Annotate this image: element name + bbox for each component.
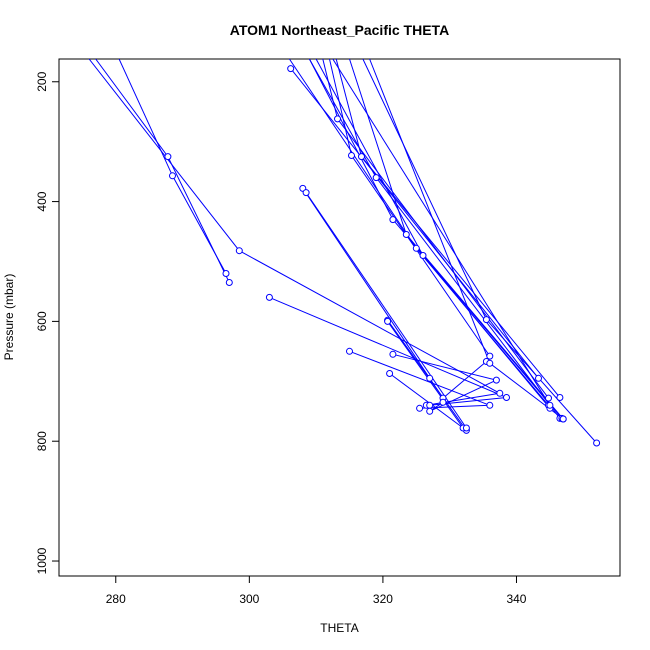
y-axis-label: Pressure (mbar) [2, 274, 16, 361]
series-line-22 [369, 59, 564, 420]
data-point [496, 389, 504, 397]
data-point [372, 174, 380, 182]
data-point [386, 370, 394, 377]
data-point [169, 172, 176, 180]
data-point [389, 350, 397, 358]
data-point [287, 65, 295, 73]
data-point [426, 401, 434, 409]
y-tick-label: 400 [35, 191, 49, 211]
data-point [439, 398, 447, 406]
data-point [235, 247, 243, 255]
data-point [358, 153, 365, 161]
x-tick-label: 320 [373, 592, 393, 606]
series-line-17 [329, 59, 491, 357]
data-point [346, 347, 353, 355]
series-line-21 [332, 59, 551, 406]
y-axis-ticks: 200 400 600 800 1000 [35, 71, 59, 574]
data-point [482, 316, 490, 324]
data-point [486, 401, 494, 409]
data-point [164, 153, 172, 161]
data-point [492, 376, 500, 384]
data-point [265, 293, 273, 301]
series-line-15 [315, 59, 551, 409]
data-point [384, 317, 392, 325]
series-line-11 [288, 59, 549, 406]
y-tick-label: 1000 [35, 547, 49, 574]
data-point [546, 401, 554, 409]
data-point [412, 244, 420, 252]
series-line-18 [335, 59, 561, 398]
series-line-10 [305, 192, 467, 429]
data-point [535, 374, 542, 382]
data-point [462, 424, 470, 432]
data-point [222, 270, 230, 277]
data-point [486, 359, 494, 367]
series-line-16 [322, 59, 549, 399]
data-point [389, 216, 397, 224]
data-point [334, 115, 341, 123]
x-tick-label: 340 [506, 592, 526, 606]
x-tick-label: 300 [239, 592, 259, 606]
series-lines [88, 59, 597, 444]
x-tick-label: 280 [106, 592, 126, 606]
data-point [419, 252, 427, 259]
chart-title: ATOM1 Northeast_Pacific THETA [230, 22, 449, 38]
data-point [593, 439, 601, 447]
series-line-19 [349, 59, 564, 420]
y-tick-label: 800 [35, 431, 49, 451]
data-point [402, 231, 410, 238]
data-point [302, 189, 310, 197]
data-point [348, 152, 355, 159]
data-point [416, 404, 424, 412]
data-point [225, 279, 233, 286]
data-point [559, 415, 567, 423]
x-axis-label: THETA [320, 621, 358, 635]
y-tick-label: 600 [35, 311, 49, 331]
series-line-20 [362, 59, 597, 444]
data-point [545, 394, 552, 402]
data-point [556, 394, 564, 401]
series-line-3 [88, 59, 502, 406]
series-points [164, 65, 601, 447]
data-point [486, 352, 494, 360]
series-line-7 [392, 353, 498, 412]
plot-frame [58, 58, 621, 577]
x-axis-ticks: 280 300 320 340 [106, 576, 527, 606]
y-tick-label: 200 [35, 71, 49, 91]
series-line-12 [290, 68, 539, 379]
data-point [503, 394, 510, 401]
data-point [426, 374, 434, 382]
data-point [426, 407, 434, 415]
series-line-9 [387, 321, 464, 429]
